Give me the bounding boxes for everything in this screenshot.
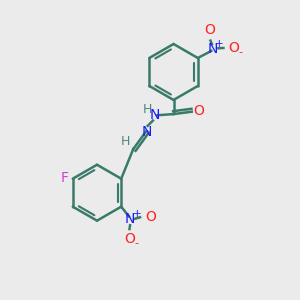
Text: +: + xyxy=(133,209,142,219)
Text: -: - xyxy=(135,238,139,248)
Text: H: H xyxy=(120,135,130,148)
Text: O: O xyxy=(124,232,136,246)
Text: O: O xyxy=(193,104,204,118)
Text: +: + xyxy=(215,39,224,49)
Text: N: N xyxy=(125,212,135,226)
Text: F: F xyxy=(61,171,68,185)
Text: O: O xyxy=(204,23,215,37)
Text: O: O xyxy=(145,210,156,224)
Text: -: - xyxy=(239,47,243,57)
Text: N: N xyxy=(141,125,152,139)
Text: H: H xyxy=(143,103,152,116)
Text: O: O xyxy=(228,41,239,55)
Text: N: N xyxy=(149,108,160,122)
Text: N: N xyxy=(208,42,218,56)
